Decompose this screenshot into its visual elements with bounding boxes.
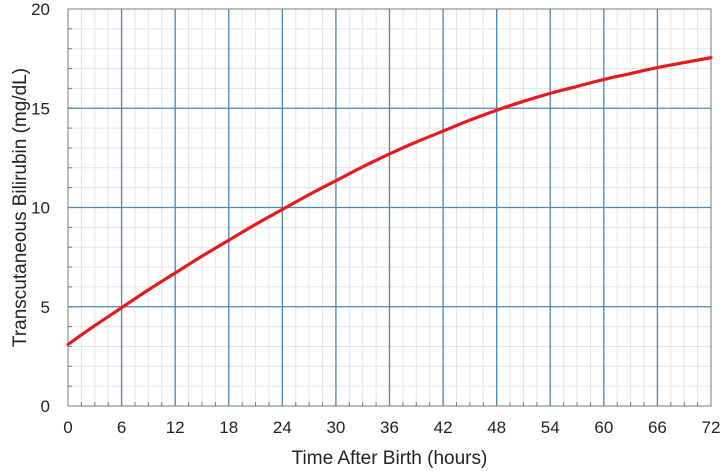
x-tick-label: 36 — [380, 418, 399, 437]
x-tick-label: 66 — [648, 418, 667, 437]
x-tick-label: 72 — [702, 418, 721, 437]
major-grid — [68, 9, 711, 406]
x-tick-labels: 0 6 12 18 24 30 36 42 48 54 60 66 72 — [63, 418, 720, 437]
x-tick-label: 30 — [326, 418, 345, 437]
x-tick-label: 24 — [273, 418, 292, 437]
x-tick-label: 18 — [219, 418, 238, 437]
x-tick-label: 6 — [117, 418, 126, 437]
y-tick-label: 5 — [41, 298, 50, 317]
x-axis-title: Time After Birth (hours) — [292, 448, 488, 469]
y-tick-label: 0 — [41, 397, 50, 416]
x-tick-label: 54 — [541, 418, 560, 437]
y-tick-label: 15 — [31, 99, 50, 118]
y-axis-title: Transcutaneous Bilirubin (mg/dL) — [10, 68, 31, 347]
x-tick-label: 0 — [63, 418, 72, 437]
tick-marks — [67, 8, 712, 407]
x-tick-label: 12 — [166, 418, 185, 437]
x-tick-label: 42 — [434, 418, 453, 437]
y-tick-label: 10 — [31, 199, 50, 218]
x-tick-label: 48 — [487, 418, 506, 437]
y-tick-label: 20 — [31, 0, 50, 19]
series-layer — [66, 56, 713, 347]
y-tick-labels: 0 5 10 15 20 — [31, 0, 50, 416]
x-tick-label: 60 — [594, 418, 613, 437]
series-line — [66, 56, 713, 347]
